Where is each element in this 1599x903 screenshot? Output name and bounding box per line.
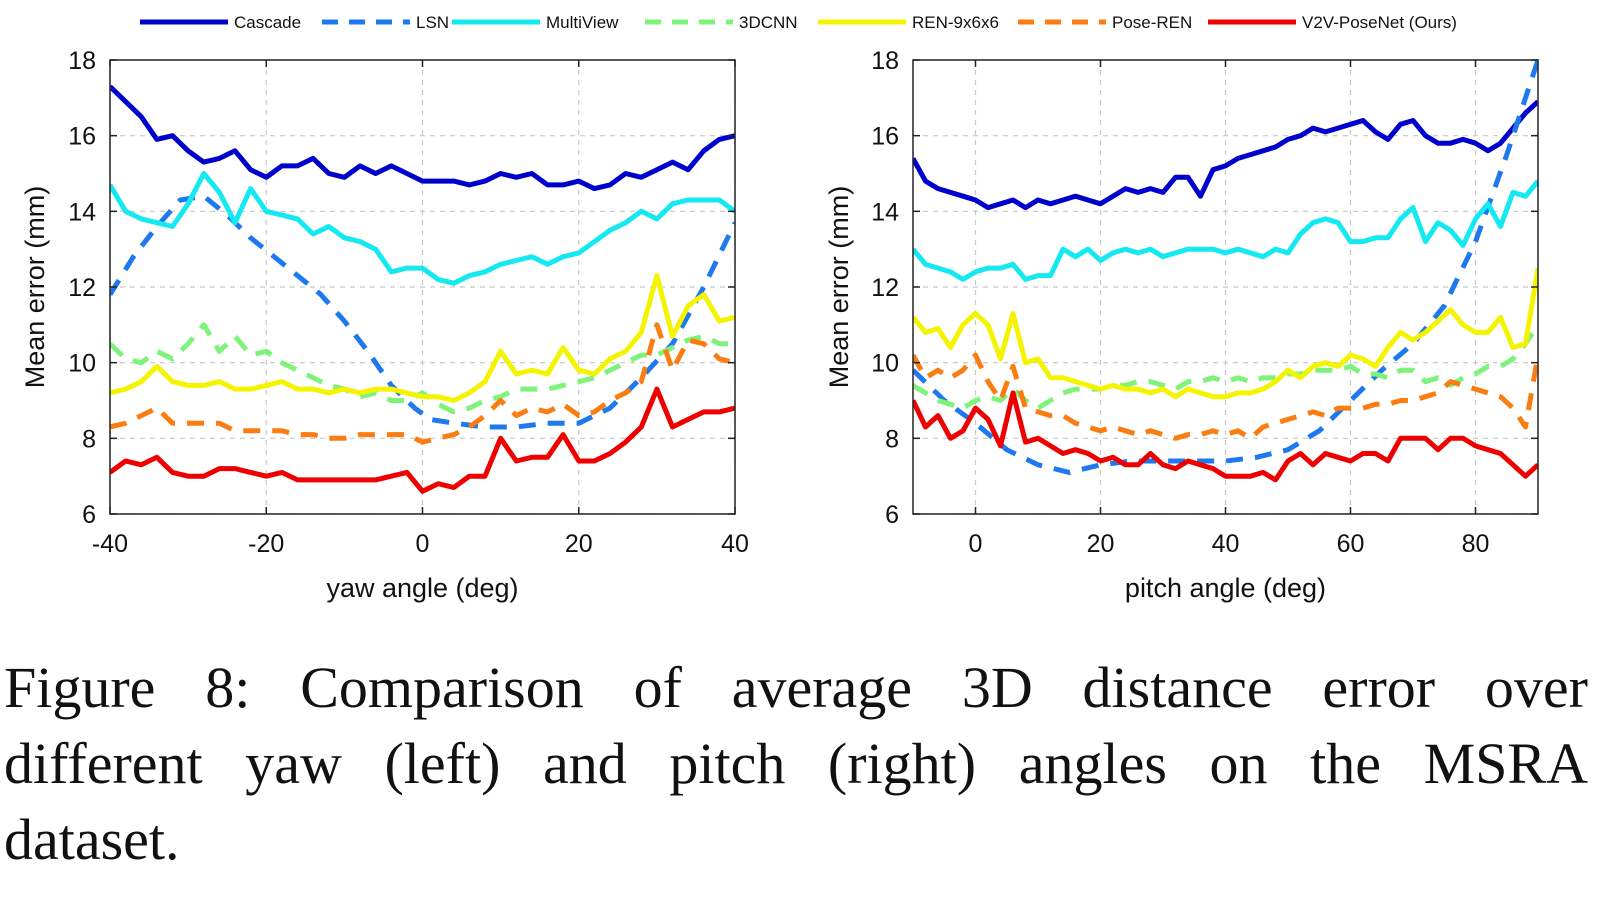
legend-item-lsn: LSN xyxy=(322,13,449,32)
pitch-xtick-label-4: 80 xyxy=(1462,530,1490,558)
pitch-y-axis-label: Mean error (mm) xyxy=(824,186,854,389)
yaw-ytick-label-1: 8 xyxy=(82,425,96,453)
yaw-series-v2v-posenet-ours xyxy=(110,386,735,494)
pitch-ytick-label-3: 12 xyxy=(871,274,899,302)
pitch-series-v2v-posenet-ours xyxy=(913,390,1538,483)
yaw-ytick-label-2: 10 xyxy=(68,350,96,378)
caption-line-2: different yaw (left) and pitch (right) a… xyxy=(4,731,1588,796)
yaw-ytick-label-6: 18 xyxy=(68,47,96,75)
yaw-x-axis-label: yaw angle (deg) xyxy=(326,573,518,603)
legend: Cascade LSN MultiView 3DCNN REN-9x6x6 Pose-RE… xyxy=(140,13,1457,32)
pitch-ytick-label-6: 18 xyxy=(871,47,899,75)
pitch-xtick-label-2: 40 xyxy=(1212,530,1240,558)
legend-label-3dcnn: 3DCNN xyxy=(739,13,798,32)
yaw-series-cascade xyxy=(110,84,735,192)
yaw-series-3dcnn xyxy=(110,322,735,415)
legend-item-pose-ren: Pose-REN xyxy=(1018,13,1192,32)
pitch-xtick-label-0: 0 xyxy=(969,530,983,558)
legend-label-v2v-posenet-ours: V2V-PoseNet (Ours) xyxy=(1302,13,1457,32)
pitch-ytick-label-0: 6 xyxy=(885,501,899,529)
legend-label-cascade: Cascade xyxy=(234,13,301,32)
pitch-series-multiview xyxy=(913,179,1538,282)
chart-yaw-angle: -40 -20 0 20 40 6 8 10 12 14 16 18 yaw angle (deg) Me… xyxy=(20,47,749,603)
pitch-xtick-label-3: 60 xyxy=(1337,530,1365,558)
yaw-series-multiview xyxy=(110,171,735,286)
yaw-ytick-label-0: 6 xyxy=(82,501,96,529)
yaw-ytick-label-3: 12 xyxy=(68,274,96,302)
legend-item-3dcnn: 3DCNN xyxy=(645,13,798,32)
yaw-series-group xyxy=(110,84,735,494)
legend-item-cascade: Cascade xyxy=(140,13,301,32)
yaw-xtick-label-1: -20 xyxy=(248,530,284,558)
pitch-ytick-label-2: 10 xyxy=(871,350,899,378)
yaw-series-ren-9x6x6 xyxy=(110,273,735,403)
yaw-xtick-label-0: -40 xyxy=(92,530,128,558)
pitch-xtick-label-1: 20 xyxy=(1087,530,1115,558)
yaw-xtick-label-2: 0 xyxy=(416,530,430,558)
yaw-y-axis-label: Mean error (mm) xyxy=(20,186,50,389)
caption-line-3: dataset. xyxy=(4,807,180,872)
legend-item-ren-9x6x6: REN-9x6x6 xyxy=(818,13,999,32)
yaw-ytick-label-4: 14 xyxy=(68,198,96,226)
pitch-series-3dcnn xyxy=(913,323,1538,411)
yaw-xtick-label-3: 20 xyxy=(565,530,593,558)
yaw-xtick-label-4: 40 xyxy=(721,530,749,558)
yaw-ytick-label-5: 16 xyxy=(68,123,96,151)
pitch-series-ren-9x6x6 xyxy=(913,267,1538,400)
yaw-series-lsn xyxy=(110,193,735,430)
legend-label-multiview: MultiView xyxy=(546,13,619,32)
legend-item-multiview: MultiView xyxy=(452,13,619,32)
legend-label-lsn: LSN xyxy=(416,13,449,32)
pitch-x-axis-label: pitch angle (deg) xyxy=(1125,573,1326,603)
pitch-ytick-label-5: 16 xyxy=(871,123,899,151)
pitch-series-cascade xyxy=(913,99,1538,211)
pitch-series-pose-ren xyxy=(913,352,1538,441)
yaw-series-pose-ren xyxy=(110,322,735,445)
pitch-ytick-label-4: 14 xyxy=(871,198,899,226)
caption-line-1: Figure 8: Comparison of average 3D dista… xyxy=(4,655,1588,720)
pitch-ytick-label-1: 8 xyxy=(885,425,899,453)
chart-pitch-angle: 0 20 40 60 80 6 8 10 12 14 16 18 pitch angle (deg) Me… xyxy=(824,47,1539,603)
legend-label-pose-ren: Pose-REN xyxy=(1112,13,1192,32)
legend-label-ren-9x6x6: REN-9x6x6 xyxy=(912,13,999,32)
legend-item-v2v-posenet-ours: V2V-PoseNet (Ours) xyxy=(1208,13,1457,32)
pitch-series-group xyxy=(913,59,1538,483)
